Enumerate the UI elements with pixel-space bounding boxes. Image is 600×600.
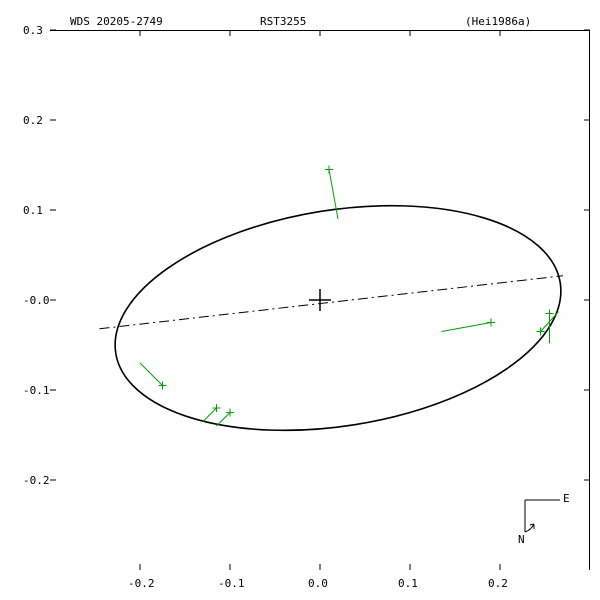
header-right: (Hei1986a): [465, 15, 531, 28]
svg-text:0.2: 0.2: [23, 114, 43, 127]
header-center: RST3255: [260, 15, 306, 28]
svg-text:0.0: 0.0: [308, 577, 328, 590]
svg-text:0.3: 0.3: [23, 24, 43, 37]
plot-frame: [50, 30, 590, 570]
svg-text:0.1: 0.1: [398, 577, 418, 590]
svg-text:-0.2: -0.2: [128, 577, 155, 590]
compass: E N: [515, 490, 575, 545]
svg-text:-0.2: -0.2: [23, 474, 50, 487]
svg-text:-0.1: -0.1: [23, 384, 50, 397]
svg-text:-0.0: -0.0: [23, 294, 50, 307]
compass-n-label: N: [518, 533, 525, 546]
svg-text:0.1: 0.1: [23, 204, 43, 217]
svg-text:-0.1: -0.1: [218, 577, 245, 590]
svg-text:0.2: 0.2: [488, 577, 508, 590]
header-left: WDS 20205-2749: [70, 15, 163, 28]
compass-e-label: E: [563, 492, 570, 505]
